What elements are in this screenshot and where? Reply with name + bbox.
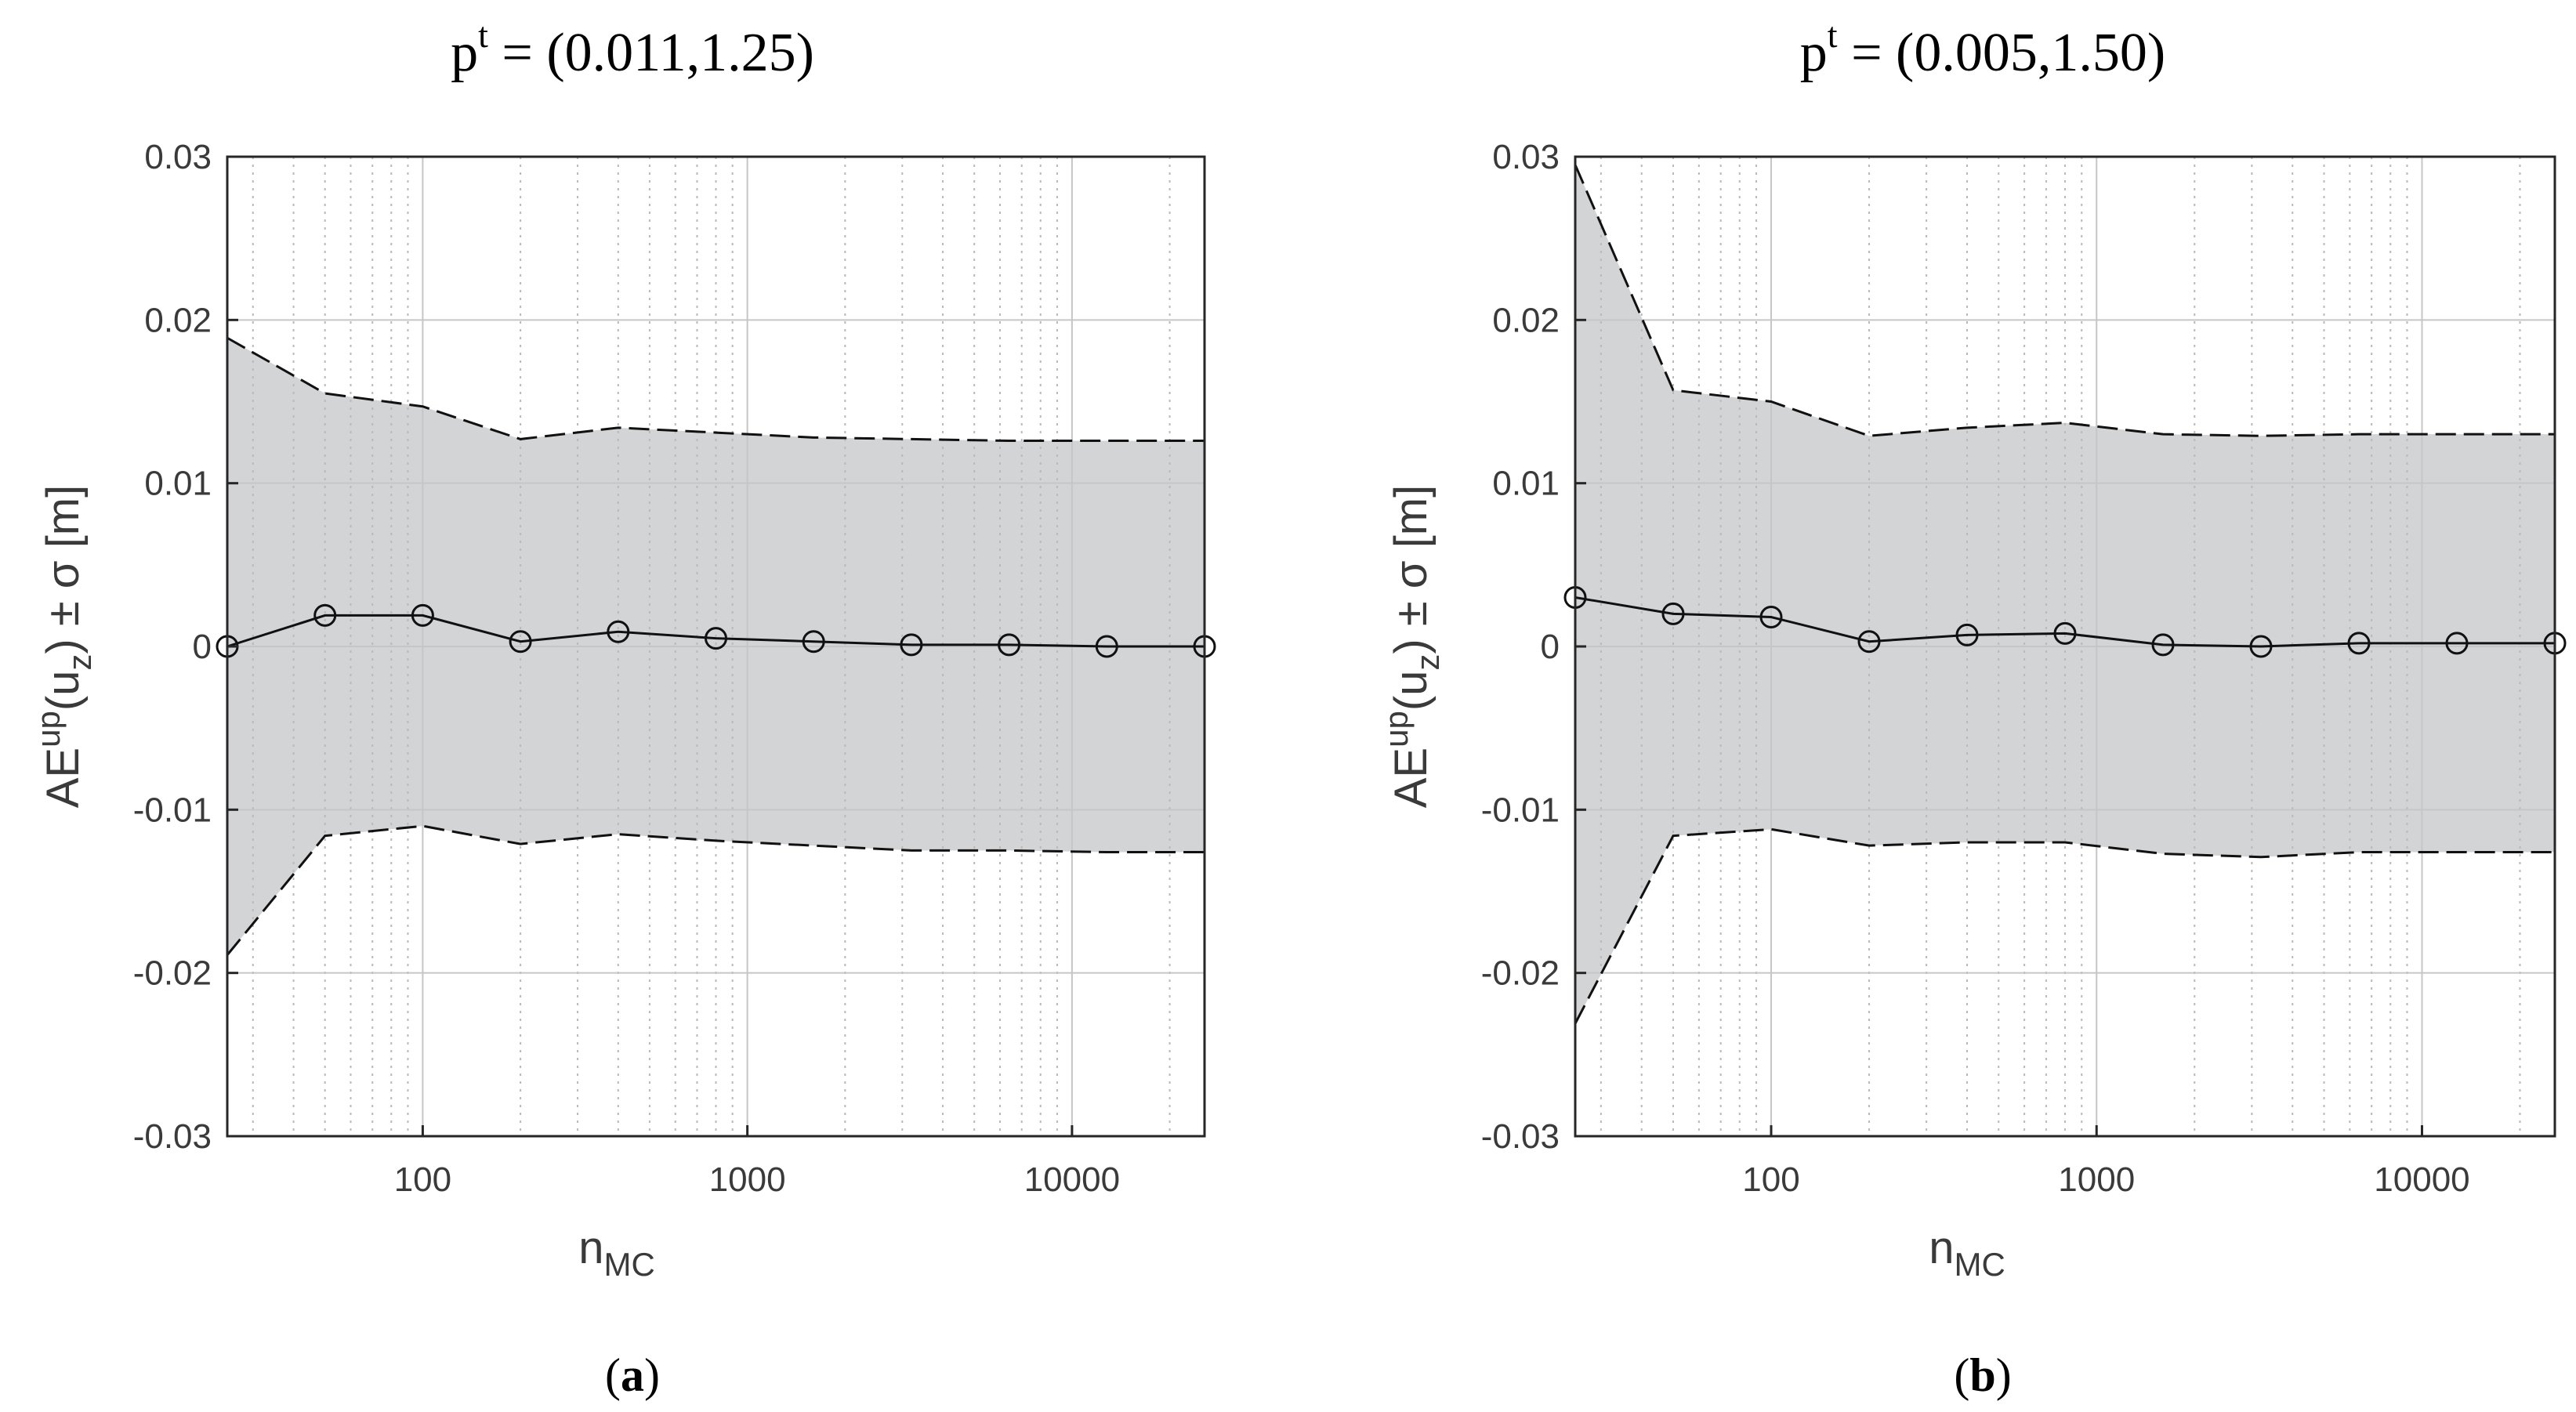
x-tick-label: 10000 <box>1024 1160 1120 1199</box>
ylabel-sub: z <box>61 654 98 671</box>
ae-line <box>226 614 1205 648</box>
ae-marker <box>900 633 923 657</box>
y-tick-label: 0.02 <box>1492 301 1560 339</box>
ylabel-sub: z <box>1409 654 1446 671</box>
xlabel-base: n <box>578 1222 603 1273</box>
ae-line <box>1574 596 2555 648</box>
chart-title: pt = (0.005,1.50) <box>1800 15 2165 83</box>
y-tick-label: -0.01 <box>1481 791 1560 829</box>
ae-marker <box>998 633 1021 657</box>
ae-marker <box>1661 602 1685 625</box>
y-tick-label: 0 <box>1541 628 1560 666</box>
title-base: p <box>451 23 478 83</box>
ae-marker <box>802 630 825 654</box>
ylabel-mid: (u <box>1386 671 1437 711</box>
title-rest: = (0.005,1.50) <box>1838 23 2166 83</box>
ylabel-base: AE <box>1386 748 1437 808</box>
xlabel-base: n <box>1929 1222 1954 1273</box>
panel-paren-open: ( <box>1954 1349 1969 1401</box>
y-tick-label: -0.02 <box>133 954 212 993</box>
ae-marker <box>2347 632 2371 655</box>
y-tick-label: -0.02 <box>1481 954 1560 993</box>
x-tick-label: 1000 <box>709 1160 786 1199</box>
xlabel-sub: MC <box>603 1246 654 1283</box>
sigma-band <box>1575 165 2555 1024</box>
panel-paren-open: ( <box>605 1349 621 1401</box>
ylabel-sup: up <box>1378 711 1415 748</box>
ae-marker <box>1759 606 1783 628</box>
ae-marker <box>2249 635 2273 658</box>
y-tick-label: -0.03 <box>1481 1117 1560 1156</box>
ae-marker <box>1095 635 1118 658</box>
ae-marker <box>1857 630 1881 654</box>
x-tick-label: 10000 <box>2374 1160 2469 1199</box>
title-rest: = (0.011,1.25) <box>488 23 814 83</box>
y-tick-label: 0.01 <box>144 465 212 503</box>
ae-marker <box>705 627 727 650</box>
chart-panel-b: 100 1000 10000 -0.03 -0.02 -0.01 0 0.01 0.02 0.03… <box>1378 15 2567 1401</box>
title-sup: t <box>1828 15 1838 55</box>
title-sup: t <box>478 15 488 55</box>
upper-bound-line <box>1574 164 2555 437</box>
ylabel-rest: ) ± σ [m] <box>1386 485 1437 654</box>
panel-label: (b) <box>1954 1349 2011 1401</box>
x-tick-label: 1000 <box>2058 1160 2135 1199</box>
title-base: p <box>1800 23 1828 83</box>
x-axis-label: nMC <box>578 1222 655 1283</box>
ae-marker <box>411 603 434 627</box>
y-axis-label: AEup(uz) ± σ [m] <box>1378 485 1446 809</box>
ylabel-base: AE <box>38 748 89 808</box>
y-tick-label: -0.01 <box>133 791 212 829</box>
y-tick-label: 0.03 <box>1492 138 1560 176</box>
ae-marker <box>607 620 630 643</box>
ylabel-mid: (u <box>38 671 89 711</box>
lower-bound-line <box>226 824 1205 956</box>
chart-title: pt = (0.011,1.25) <box>451 15 814 83</box>
ae-marker <box>2445 632 2469 655</box>
x-tick-label: 100 <box>394 1160 451 1199</box>
y-axis-label: AEup(uz) ± σ [m] <box>30 485 98 809</box>
ylabel-rest: ) ± σ [m] <box>38 485 89 654</box>
x-tick-label: 100 <box>1742 1160 1799 1199</box>
ae-marker <box>509 630 532 654</box>
y-tick-label: 0 <box>193 628 212 666</box>
lower-bound-line <box>1574 827 2555 1024</box>
upper-bound-line <box>226 336 1205 442</box>
panel-letter: b <box>1969 1349 1995 1401</box>
y-tick-label: 0.01 <box>1492 465 1560 503</box>
ylabel-sup: up <box>30 711 67 748</box>
panel-paren-close: ) <box>644 1349 660 1401</box>
ae-marker <box>313 603 337 627</box>
ae-marker <box>1955 623 1979 646</box>
xlabel-sub: MC <box>1954 1246 2005 1283</box>
panel-label: (a) <box>605 1349 660 1401</box>
ae-marker <box>2053 621 2077 645</box>
chart-panel-a: 100 1000 10000 -0.03 -0.02 -0.01 0 0.01 0.02 0.03… <box>30 15 1216 1401</box>
ae-marker <box>2151 633 2175 657</box>
y-tick-label: -0.03 <box>133 1117 212 1156</box>
y-tick-label: 0.03 <box>144 138 212 176</box>
y-tick-label: 0.02 <box>144 301 212 339</box>
x-axis-label: nMC <box>1929 1222 2005 1283</box>
panel-paren-close: ) <box>1996 1349 2012 1401</box>
panel-letter: a <box>621 1349 644 1401</box>
